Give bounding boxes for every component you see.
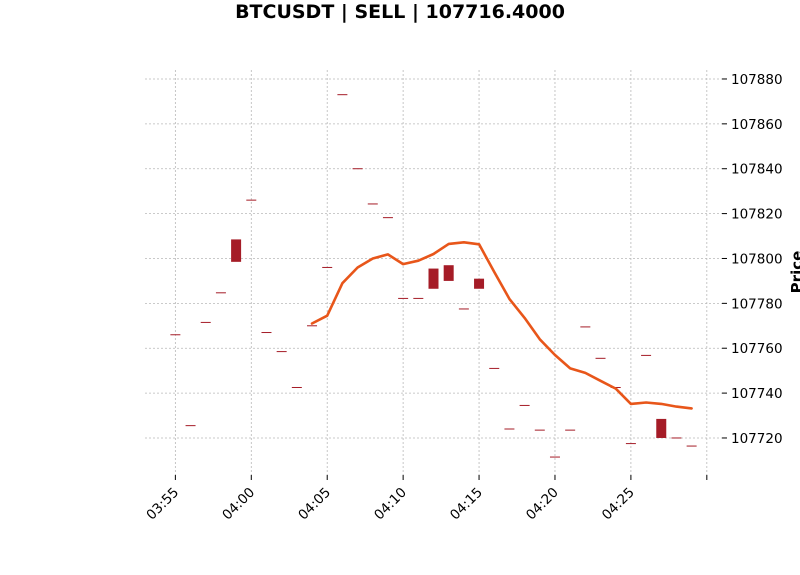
- candle: [489, 367, 500, 369]
- candle: [398, 297, 409, 299]
- line-layer: [310, 241, 693, 410]
- candle: [382, 217, 393, 219]
- candle: [428, 268, 439, 289]
- candle: [641, 354, 652, 356]
- candle: [215, 292, 226, 294]
- candle: [458, 308, 469, 310]
- y-tick-label: 107740: [731, 386, 783, 402]
- candle: [231, 239, 242, 262]
- x-tick-label: 04:20: [523, 485, 562, 524]
- candle: [322, 266, 333, 268]
- series-line: [310, 241, 693, 410]
- candle: [595, 357, 606, 359]
- candle: [686, 445, 697, 447]
- candle: [352, 168, 363, 170]
- candle: [519, 404, 530, 406]
- candle: [185, 425, 196, 427]
- chart-title: BTCUSDT | SELL | 107716.4000: [235, 1, 565, 23]
- candle: [474, 278, 485, 289]
- candle-layer: [170, 94, 697, 458]
- candle: [549, 456, 560, 458]
- candle: [671, 437, 682, 439]
- x-tick-label: 04:10: [371, 485, 410, 524]
- x-tick-label: 04:05: [295, 485, 334, 524]
- candle: [504, 428, 515, 430]
- axis-layer: 107720 107740 107760 107780 107800 107820 1078…: [143, 72, 782, 523]
- candle: [656, 418, 667, 438]
- candle: [261, 332, 272, 334]
- y-tick-label: 107800: [731, 251, 783, 267]
- y-tick-label: 107720: [731, 431, 783, 447]
- y-tick-label: 107760: [731, 341, 783, 357]
- candle: [565, 429, 576, 431]
- x-tick-label: 04:00: [219, 485, 258, 524]
- candle: [246, 199, 257, 201]
- y-tick-label: 107780: [731, 296, 783, 312]
- candle: [307, 325, 318, 327]
- candle: [534, 429, 545, 431]
- x-tick-label: 04:25: [599, 485, 638, 524]
- candle: [276, 351, 287, 353]
- candle: [413, 297, 424, 299]
- y-tick-label: 107860: [731, 117, 783, 133]
- candle: [625, 443, 636, 445]
- y-tick-label: 107820: [731, 207, 783, 223]
- y-tick-label: 107880: [731, 72, 783, 88]
- candle: [170, 334, 181, 336]
- candle: [580, 326, 591, 328]
- y-tick-label: 107840: [731, 162, 783, 178]
- candle: [337, 94, 348, 96]
- x-tick-label: 03:55: [143, 485, 182, 524]
- candle: [443, 265, 454, 281]
- candle: [291, 386, 302, 388]
- candle: [200, 321, 211, 323]
- x-tick-label: 04:15: [447, 485, 486, 524]
- label-layer: Price: [788, 251, 800, 294]
- y-axis-label: Price: [788, 251, 800, 294]
- grid-layer: [145, 70, 722, 475]
- candle: [367, 203, 378, 205]
